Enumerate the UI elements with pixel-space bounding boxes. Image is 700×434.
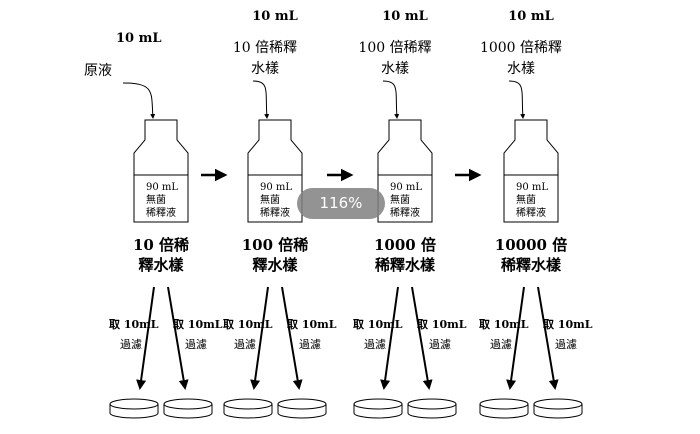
take-label: 取 10mL bbox=[479, 318, 529, 331]
filter-label: 過濾 bbox=[299, 337, 321, 351]
result-label-line2: 釋水樣 bbox=[252, 256, 298, 274]
take-label: 取 10mL bbox=[287, 318, 337, 331]
result-label-line2: 稀釋水樣 bbox=[375, 256, 436, 274]
sampling-arrow bbox=[281, 286, 303, 390]
bottle-label: 90 mL bbox=[516, 182, 548, 193]
filter-label: 過濾 bbox=[185, 337, 207, 351]
volume-label: 10 mL bbox=[252, 9, 298, 24]
bottle-label: 90 mL bbox=[390, 182, 422, 193]
pour-arrow bbox=[122, 82, 156, 119]
source-label: 10 倍稀釋 bbox=[233, 40, 297, 56]
volume-label: 10 mL bbox=[116, 31, 162, 46]
take-label: 取 10mL bbox=[223, 318, 273, 331]
bottle-label: 90 mL bbox=[260, 182, 292, 193]
filter-label: 過濾 bbox=[555, 337, 577, 351]
volume-label: 10 mL bbox=[508, 9, 554, 24]
result-label: 1000 倍 bbox=[374, 236, 436, 254]
petri-dish-lid bbox=[109, 398, 159, 410]
source-label-line2: 水樣 bbox=[381, 60, 409, 77]
filter-label: 過濾 bbox=[429, 337, 451, 351]
petri-dish-lid bbox=[223, 398, 273, 410]
filter-label: 過濾 bbox=[364, 337, 386, 351]
petri-dish-lid bbox=[353, 398, 403, 410]
take-label: 取 10mL bbox=[109, 318, 159, 331]
bottle-label: 稀釋液 bbox=[390, 206, 420, 219]
result-label: 100 倍稀 bbox=[242, 236, 309, 254]
sampling-arrow bbox=[167, 286, 189, 390]
pour-arrow bbox=[382, 80, 400, 119]
pour-arrow bbox=[508, 80, 526, 119]
filter-label: 過濾 bbox=[490, 337, 512, 351]
take-label: 取 10mL bbox=[353, 318, 403, 331]
volume-label: 10 mL bbox=[382, 9, 428, 24]
sampling-arrow bbox=[537, 286, 559, 390]
filter-label: 過濾 bbox=[234, 337, 256, 351]
petri-dish-lid bbox=[479, 398, 529, 410]
take-label: 取 10mL bbox=[543, 318, 593, 331]
bottle-label: 無菌 bbox=[390, 193, 410, 206]
bottle-label: 90 mL bbox=[146, 182, 178, 193]
petri-dish-lid bbox=[277, 398, 327, 410]
sampling-arrow bbox=[380, 286, 399, 390]
bottle bbox=[247, 119, 303, 223]
bottle-label: 稀釋液 bbox=[516, 206, 546, 219]
petri-dish-lid bbox=[407, 398, 457, 410]
sampling-arrow bbox=[411, 286, 433, 390]
source-label-line2: 水樣 bbox=[507, 60, 535, 77]
take-label: 取 10mL bbox=[173, 318, 223, 331]
bottle bbox=[377, 119, 433, 223]
source-label-line2: 水樣 bbox=[251, 60, 279, 77]
result-label-line2: 稀釋水樣 bbox=[501, 256, 562, 274]
petri-dish-lid bbox=[163, 398, 213, 410]
source-label: 原液 bbox=[84, 63, 112, 79]
sampling-arrow bbox=[506, 286, 525, 390]
bottle-label: 無菌 bbox=[146, 193, 166, 206]
bottle-label: 稀釋液 bbox=[146, 206, 176, 219]
bottle bbox=[133, 119, 189, 223]
zoom-level-badge: 116% bbox=[297, 188, 385, 219]
pour-arrow bbox=[252, 80, 270, 119]
bottle-label: 無菌 bbox=[516, 193, 536, 206]
sampling-arrow bbox=[250, 286, 269, 390]
bottle-label: 無菌 bbox=[260, 193, 280, 206]
result-label: 10000 倍 bbox=[495, 236, 567, 254]
sampling-arrow bbox=[136, 286, 155, 390]
source-label: 1000 倍稀釋 bbox=[480, 40, 562, 56]
bottle-label: 稀釋液 bbox=[260, 206, 290, 219]
filter-label: 過濾 bbox=[120, 337, 142, 351]
petri-dish-lid bbox=[533, 398, 583, 410]
take-label: 取 10mL bbox=[417, 318, 467, 331]
result-label-line2: 釋水樣 bbox=[138, 256, 184, 274]
bottle bbox=[503, 119, 559, 223]
source-label: 100 倍稀釋 bbox=[358, 40, 431, 56]
result-label: 10 倍稀 bbox=[133, 236, 189, 254]
